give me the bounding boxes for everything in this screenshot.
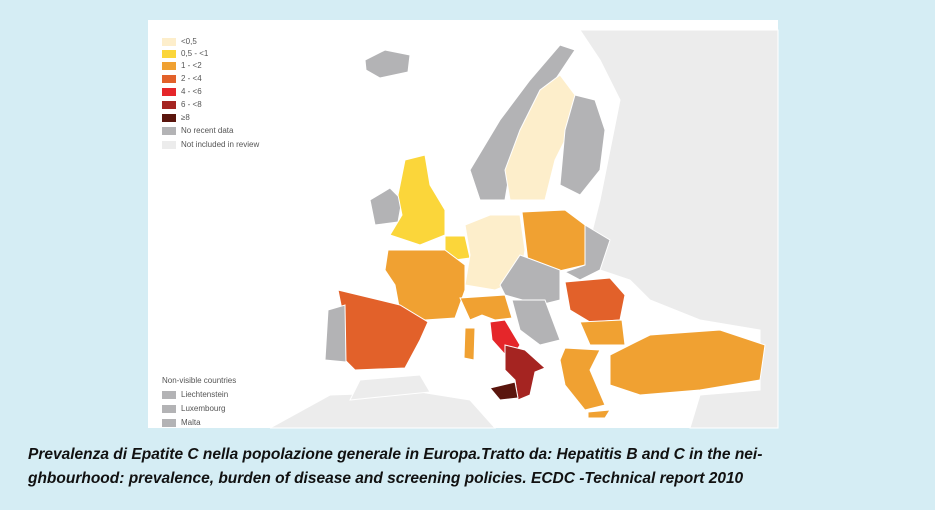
country xyxy=(269,391,497,429)
legend-swatch xyxy=(162,50,176,58)
legend-label: 4 - <6 xyxy=(181,87,202,96)
country xyxy=(504,74,576,201)
country xyxy=(459,294,513,321)
country xyxy=(489,381,519,401)
non-visible-title: Non-visible countries xyxy=(162,376,236,385)
country xyxy=(384,249,466,321)
legend-swatch xyxy=(162,62,176,70)
country xyxy=(559,347,606,411)
country xyxy=(324,304,347,363)
legend-swatch xyxy=(162,405,176,413)
country xyxy=(444,235,471,261)
countries xyxy=(269,29,779,429)
country xyxy=(587,409,611,419)
legend-swatch xyxy=(162,419,176,427)
non-visible-legend: Non-visible countries Liechtenstein Luxem… xyxy=(162,376,236,427)
country xyxy=(609,329,766,396)
country xyxy=(364,49,411,79)
legend-swatch xyxy=(162,127,176,135)
legend-label: 1 - <2 xyxy=(181,61,202,70)
legend-swatch xyxy=(162,391,176,399)
map: <0,5 0,5 - <1 1 - <2 2 - <4 4 - <6 6 - <8 ≥8 No… xyxy=(148,20,779,429)
country xyxy=(463,327,476,361)
legend-label: Luxembourg xyxy=(181,404,225,413)
country xyxy=(579,29,779,429)
caption-line: Prevalenza di Epatite C nella popolazion… xyxy=(28,446,763,463)
legend-label: 0,5 - <1 xyxy=(181,49,209,58)
country xyxy=(559,94,606,196)
legend-swatch xyxy=(162,141,176,149)
legend-label: No recent data xyxy=(181,126,234,135)
legend-label: Malta xyxy=(181,418,201,427)
legend-swatch xyxy=(162,88,176,96)
country xyxy=(579,319,626,346)
legend-label: Liechtenstein xyxy=(181,390,228,399)
legend-swatch xyxy=(162,114,176,122)
legend-swatch xyxy=(162,101,176,109)
legend-swatch xyxy=(162,75,176,83)
caption-line: ghbourhood: prevalence, burden of diseas… xyxy=(28,470,744,487)
legend-swatch xyxy=(162,38,176,46)
country xyxy=(369,187,403,226)
legend-label: 6 - <8 xyxy=(181,100,202,109)
legend-label: 2 - <4 xyxy=(181,74,202,83)
legend-label: <0,5 xyxy=(181,37,197,46)
legend-label: Not included in review xyxy=(181,140,259,149)
legend: <0,5 0,5 - <1 1 - <2 2 - <4 4 - <6 6 - <8 ≥8 No… xyxy=(162,37,259,149)
country xyxy=(511,299,561,346)
country xyxy=(389,154,446,246)
legend-label: ≥8 xyxy=(181,113,190,122)
country xyxy=(349,374,431,401)
country xyxy=(504,344,546,401)
country xyxy=(563,224,611,281)
